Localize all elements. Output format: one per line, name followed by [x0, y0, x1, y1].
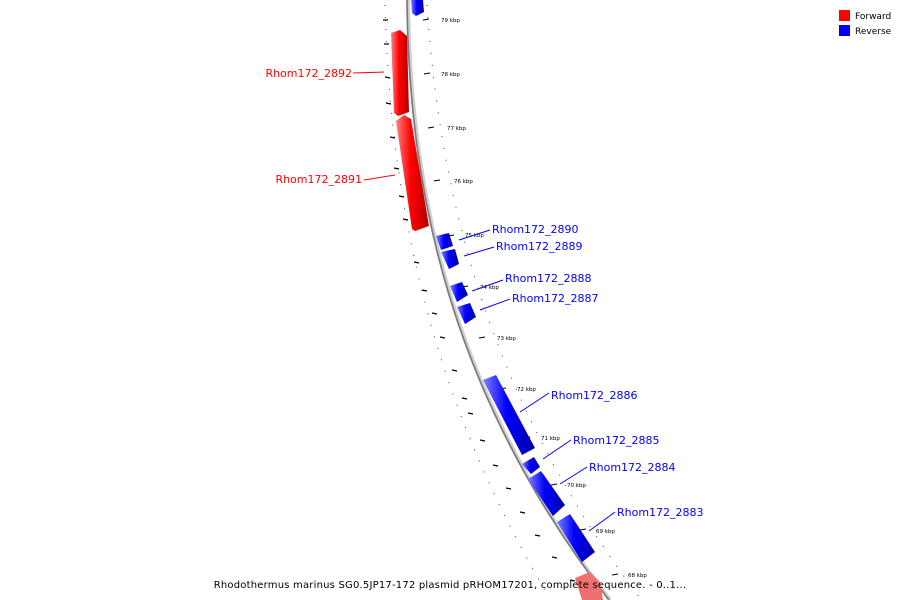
gene-leader-line — [559, 466, 588, 485]
gene-leader-line — [542, 439, 572, 460]
tick-mark — [478, 336, 486, 339]
gene-arrow-rhom172_2886 — [483, 375, 535, 455]
legend-swatch-reverse — [839, 25, 850, 36]
gene-arrow-rhom172_2883 — [557, 514, 595, 562]
gene-label: Rhom172_2884 — [589, 461, 676, 474]
tick-mark — [611, 573, 619, 576]
tick-label: 72 kbp — [517, 387, 536, 393]
tick-mark — [422, 18, 430, 21]
gene-leader-line — [352, 71, 385, 74]
tick-label: 79 kbp — [441, 18, 460, 24]
gene-track: Rhom172_2892 Rhom172_2891 Rhom172_2890 Rhom… — [265, 0, 704, 600]
gene-leader-line — [363, 174, 396, 181]
gene-label: Rhom172_2883 — [617, 506, 704, 519]
gene-arrow-rhom172_2887 — [457, 303, 476, 324]
gene-arrow-rhom172_2888 — [450, 282, 468, 302]
gene-label: Rhom172_2891 — [275, 173, 362, 186]
tick-label: 76 kbp — [454, 179, 473, 185]
tick-label: 73 kbp — [497, 336, 516, 342]
tick-mark — [423, 72, 431, 75]
tick-mark — [550, 483, 558, 486]
tick-marks: 79 kbp 78 kbp 77 kbp 76 kbp 75 kbp 74 kbp 73 k… — [422, 18, 647, 579]
tick-mark — [433, 179, 441, 182]
gene-leader-line — [479, 298, 511, 311]
tick-mark — [579, 528, 587, 531]
gene-label: Rhom172_2887 — [512, 292, 599, 305]
legend-swatch-forward — [839, 10, 850, 21]
backbone — [406, 0, 610, 600]
gene-leader-line — [471, 279, 504, 292]
gene-label: Rhom172_2892 — [265, 67, 352, 80]
gene-label: Rhom172_2886 — [551, 389, 638, 402]
skew-marks — [383, 19, 576, 582]
tick-label: 75 kbp — [465, 233, 484, 239]
gene-arrow-rhom172_2889 — [441, 249, 459, 269]
legend-label-reverse: Reverse — [855, 27, 892, 37]
tick-label: 77 kbp — [447, 126, 466, 132]
map-caption: Rhodothermus marinus SG0.5JP17-172 plasm… — [214, 580, 687, 591]
gene-leader-line — [519, 392, 550, 413]
gene-label: Rhom172_2890 — [492, 223, 579, 236]
tick-mark — [427, 126, 435, 129]
tick-label: 78 kbp — [441, 72, 460, 78]
gene-leader-line — [588, 511, 616, 532]
gene-arrow-rhom172_2884 — [528, 471, 565, 516]
tick-label: 70 kbp — [567, 483, 586, 489]
tick-label: 71 kbp — [541, 436, 560, 442]
legend: Forward Reverse — [839, 10, 892, 37]
legend-label-forward: Forward — [855, 12, 891, 22]
gene-arrow-rhom172_2892 — [391, 30, 409, 116]
gene-label: Rhom172_2888 — [505, 272, 592, 285]
gene-arrow-partial-bottom — [575, 572, 603, 600]
gene-arrow-partial-top — [411, 0, 424, 16]
gene-leader-line — [463, 246, 495, 257]
tick-label: 69 kbp — [596, 529, 615, 535]
gene-leader-line — [458, 229, 491, 241]
gene-arrow-rhom172_2891 — [396, 115, 429, 231]
tick-label: 74 kbp — [480, 285, 499, 291]
tick-label: 68 kbp — [628, 573, 647, 579]
gene-arrow-rhom172_2885 — [522, 457, 540, 474]
backbone-shadow — [406, 0, 612, 600]
gene-label: Rhom172_2889 — [496, 240, 583, 253]
gene-label: Rhom172_2885 — [573, 434, 660, 447]
gene-arrow-rhom172_2890 — [436, 233, 453, 250]
